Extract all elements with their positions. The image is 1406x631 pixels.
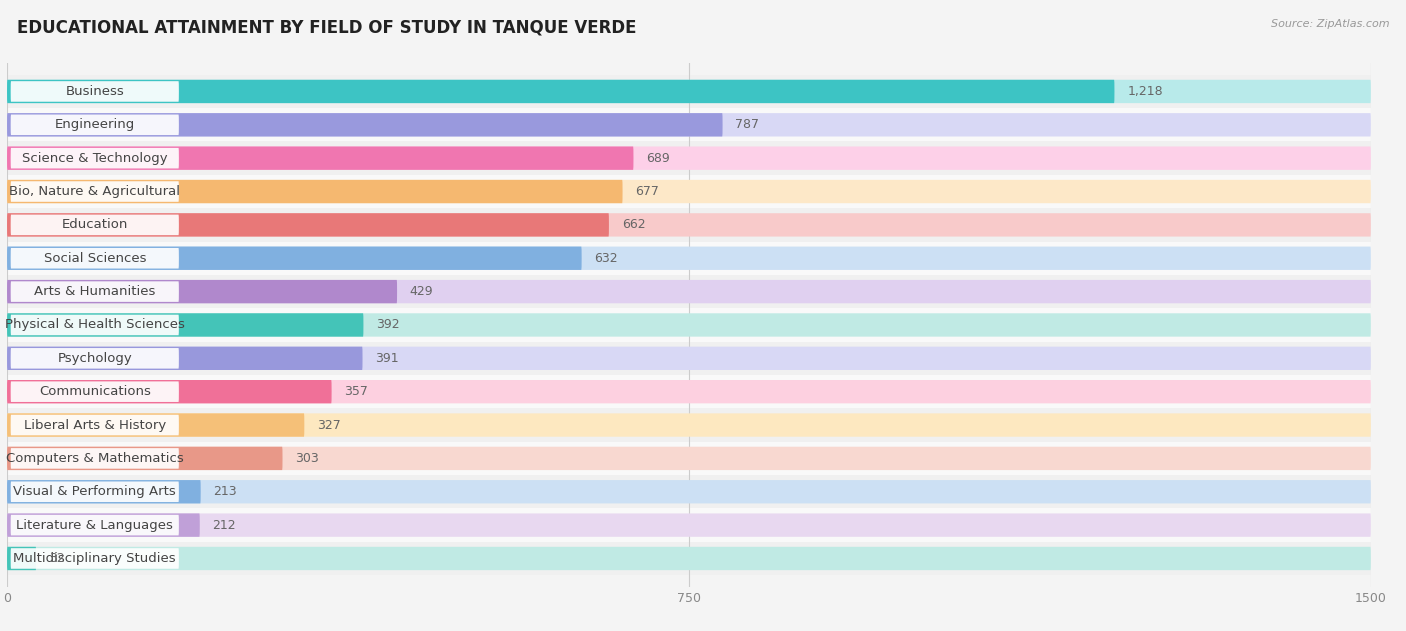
Text: 392: 392 [377,319,399,331]
Bar [0,475,1379,509]
Text: Multidisciplinary Studies: Multidisciplinary Studies [14,552,176,565]
FancyBboxPatch shape [7,547,37,570]
Bar [0,442,1379,475]
Text: 357: 357 [344,385,368,398]
FancyBboxPatch shape [11,348,179,369]
Text: 689: 689 [647,151,669,165]
FancyBboxPatch shape [7,480,201,504]
Bar [0,108,1379,141]
Text: 213: 213 [214,485,238,498]
FancyBboxPatch shape [7,447,283,470]
FancyBboxPatch shape [11,215,179,235]
Text: Education: Education [62,218,128,232]
Text: 212: 212 [212,519,236,531]
FancyBboxPatch shape [11,481,179,502]
Text: 429: 429 [409,285,433,298]
Bar [0,309,1379,341]
FancyBboxPatch shape [7,213,1371,237]
FancyBboxPatch shape [7,480,1371,504]
Bar [0,375,1379,408]
Text: Visual & Performing Arts: Visual & Performing Arts [14,485,176,498]
Text: Arts & Humanities: Arts & Humanities [34,285,156,298]
Text: 327: 327 [318,418,340,432]
FancyBboxPatch shape [7,547,1371,570]
Text: 632: 632 [595,252,619,265]
FancyBboxPatch shape [11,81,179,102]
FancyBboxPatch shape [7,413,304,437]
FancyBboxPatch shape [7,313,363,337]
FancyBboxPatch shape [11,515,179,535]
FancyBboxPatch shape [11,381,179,402]
FancyBboxPatch shape [7,380,1371,403]
FancyBboxPatch shape [7,346,363,370]
Text: Psychology: Psychology [58,352,132,365]
Text: Business: Business [66,85,124,98]
FancyBboxPatch shape [7,146,1371,170]
FancyBboxPatch shape [7,113,1371,136]
Text: 303: 303 [295,452,319,465]
Text: 32: 32 [49,552,65,565]
FancyBboxPatch shape [11,448,179,469]
Bar [0,341,1379,375]
Bar [0,408,1379,442]
FancyBboxPatch shape [11,115,179,135]
Text: 787: 787 [735,119,759,131]
FancyBboxPatch shape [7,280,396,304]
FancyBboxPatch shape [11,148,179,168]
Text: Literature & Languages: Literature & Languages [17,519,173,531]
Bar [0,75,1379,108]
Text: Source: ZipAtlas.com: Source: ZipAtlas.com [1271,19,1389,29]
Text: Computers & Mathematics: Computers & Mathematics [6,452,184,465]
FancyBboxPatch shape [7,247,582,270]
FancyBboxPatch shape [7,80,1371,103]
Bar [0,242,1379,275]
FancyBboxPatch shape [7,313,1371,337]
Text: Communications: Communications [39,385,150,398]
FancyBboxPatch shape [7,280,1371,304]
FancyBboxPatch shape [7,113,723,136]
FancyBboxPatch shape [7,247,1371,270]
Text: Bio, Nature & Agricultural: Bio, Nature & Agricultural [10,185,180,198]
Text: 662: 662 [621,218,645,232]
FancyBboxPatch shape [7,180,623,203]
FancyBboxPatch shape [7,80,1115,103]
FancyBboxPatch shape [11,315,179,335]
FancyBboxPatch shape [11,248,179,269]
FancyBboxPatch shape [7,514,200,537]
Text: Physical & Health Sciences: Physical & Health Sciences [4,319,184,331]
FancyBboxPatch shape [7,514,1371,537]
Text: Liberal Arts & History: Liberal Arts & History [24,418,166,432]
FancyBboxPatch shape [7,213,609,237]
Text: Engineering: Engineering [55,119,135,131]
FancyBboxPatch shape [11,281,179,302]
Text: EDUCATIONAL ATTAINMENT BY FIELD OF STUDY IN TANQUE VERDE: EDUCATIONAL ATTAINMENT BY FIELD OF STUDY… [17,19,637,37]
Text: 1,218: 1,218 [1128,85,1163,98]
Bar [0,542,1379,575]
Text: 677: 677 [636,185,659,198]
Bar [0,208,1379,242]
Bar [0,509,1379,542]
Text: Science & Technology: Science & Technology [22,151,167,165]
Text: 391: 391 [375,352,399,365]
FancyBboxPatch shape [11,548,179,569]
Bar [0,175,1379,208]
FancyBboxPatch shape [7,380,332,403]
FancyBboxPatch shape [7,180,1371,203]
Bar [0,141,1379,175]
Text: Social Sciences: Social Sciences [44,252,146,265]
FancyBboxPatch shape [11,181,179,202]
FancyBboxPatch shape [11,415,179,435]
FancyBboxPatch shape [7,346,1371,370]
FancyBboxPatch shape [7,146,634,170]
FancyBboxPatch shape [7,413,1371,437]
Bar [0,275,1379,309]
FancyBboxPatch shape [7,447,1371,470]
